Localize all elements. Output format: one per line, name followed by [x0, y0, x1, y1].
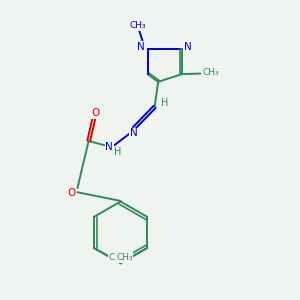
Text: H: H [114, 147, 122, 157]
Text: N: N [184, 42, 192, 52]
Text: CH₃: CH₃ [202, 68, 219, 77]
Text: N: N [130, 128, 138, 138]
Text: CH₃: CH₃ [108, 253, 125, 262]
Text: O: O [91, 108, 100, 118]
Text: H: H [161, 98, 169, 108]
Text: CH₃: CH₃ [130, 21, 146, 30]
Text: N: N [105, 142, 113, 152]
Text: CH₃: CH₃ [116, 253, 133, 262]
Text: O: O [67, 188, 75, 198]
Text: N: N [137, 42, 145, 52]
